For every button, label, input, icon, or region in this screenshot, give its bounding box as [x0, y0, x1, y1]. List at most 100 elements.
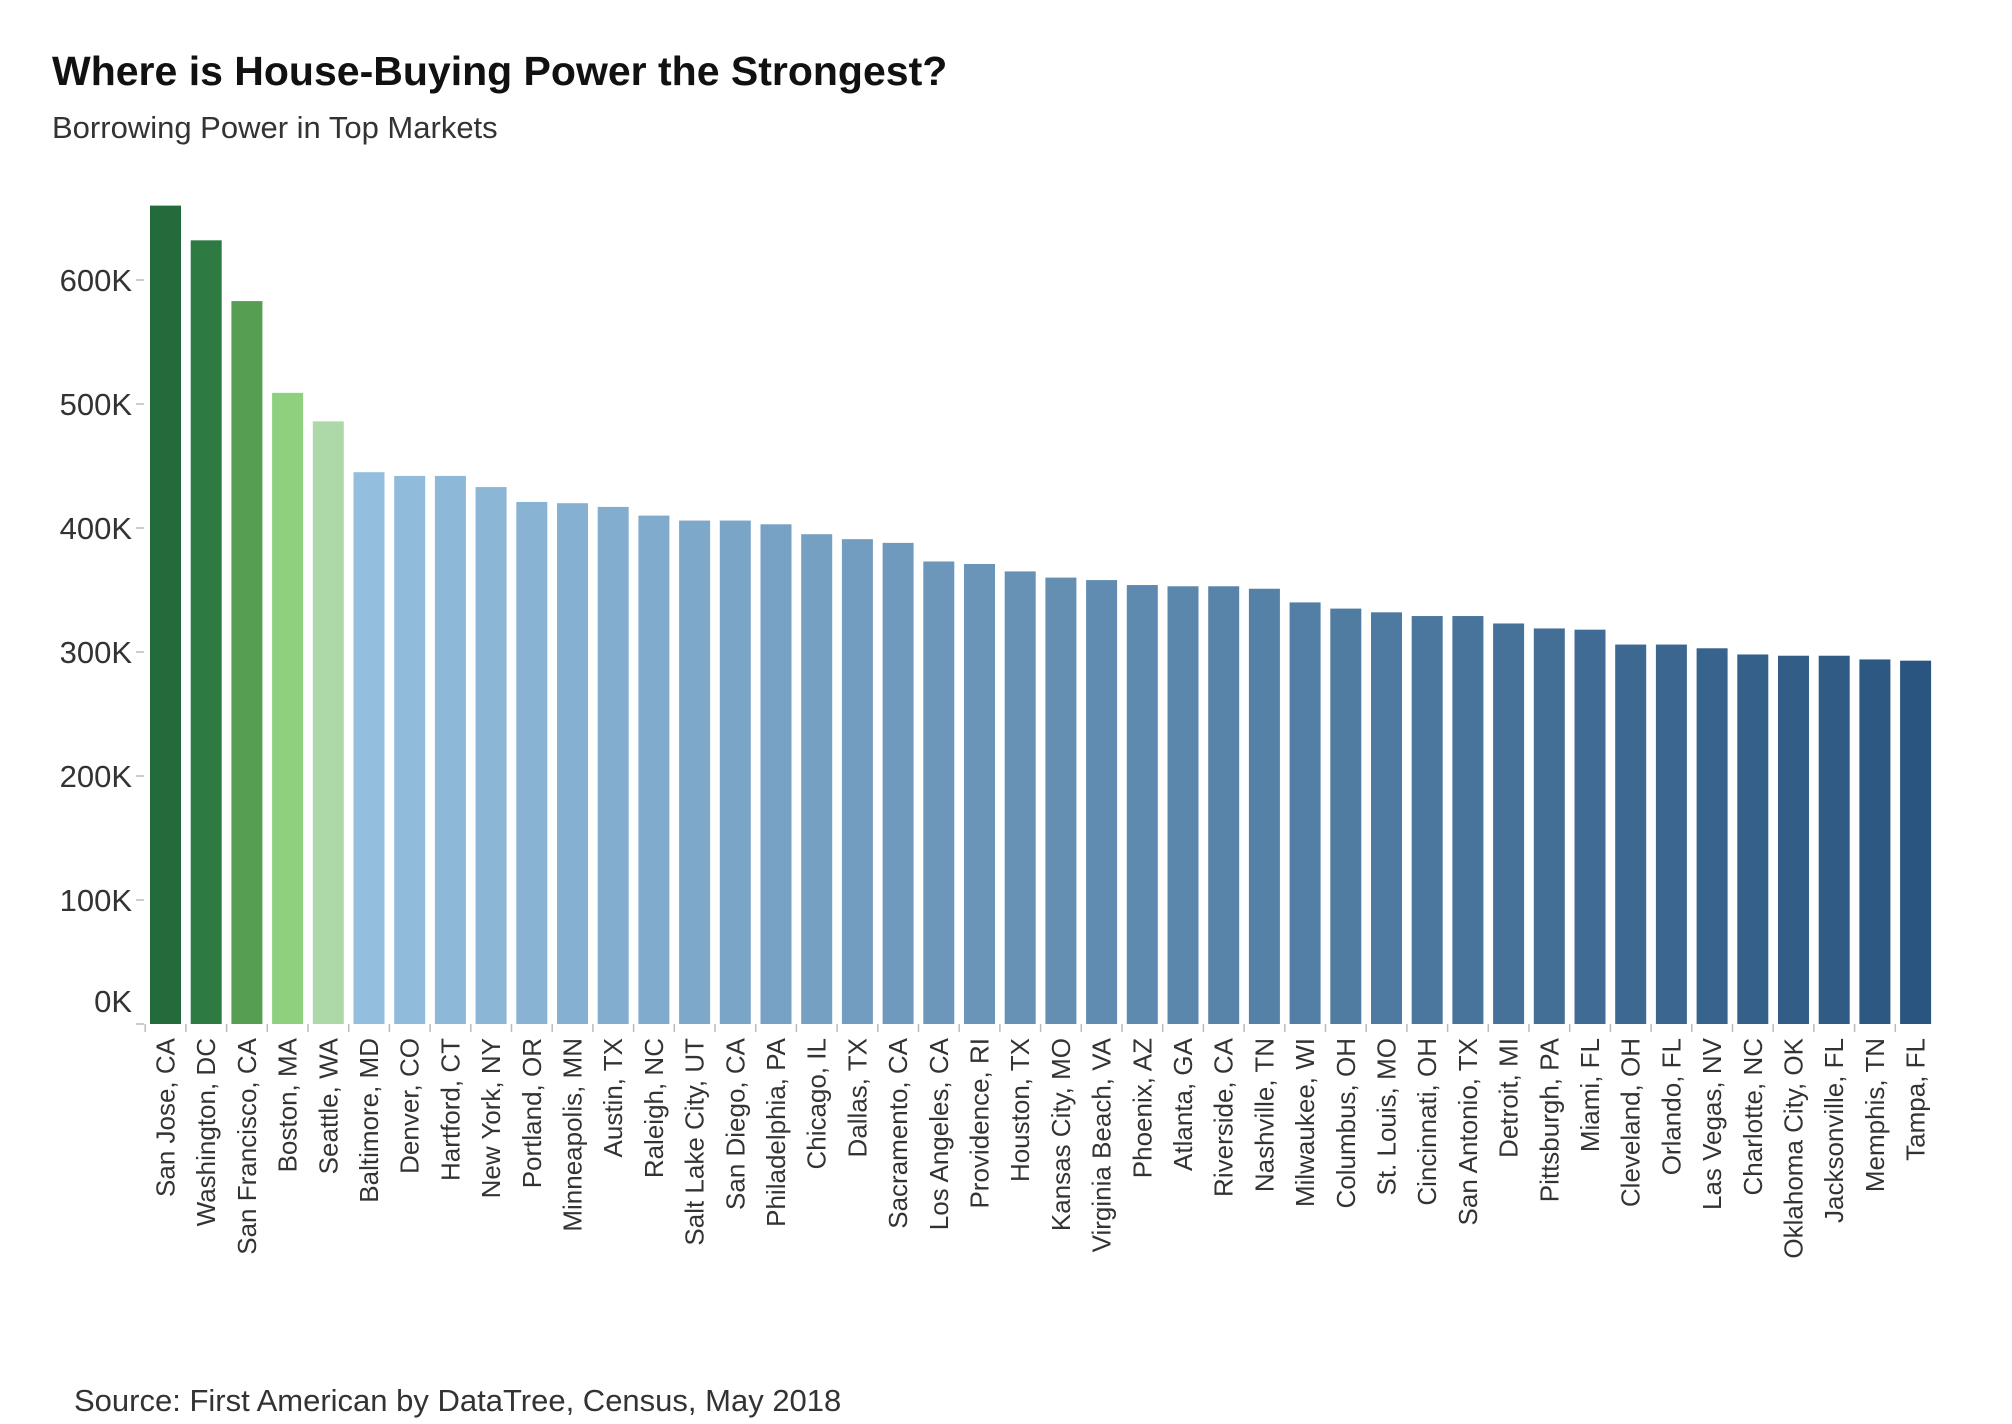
x-tick-label: Las Vegas, NV — [1697, 1037, 1727, 1210]
bar — [923, 561, 955, 1024]
y-tick-label: 0K — [94, 984, 132, 1019]
bar — [1167, 586, 1199, 1024]
x-tick-label: Cleveland, OH — [1616, 1038, 1646, 1207]
bar — [760, 524, 792, 1024]
x-tick-label: Nashville, TN — [1249, 1038, 1279, 1192]
bar — [394, 475, 426, 1024]
x-tick-label: Austin, TX — [598, 1038, 628, 1157]
x-tick-label: Kansas City, MO — [1046, 1038, 1076, 1231]
y-axis: 0K 100K 200K 300K 400K 500K 600K — [60, 263, 144, 1025]
x-tick-label: San Francisco, CA — [232, 1037, 262, 1254]
x-tick-label: Hartford, CT — [435, 1038, 465, 1181]
x-tick-label: Charlotte, NC — [1738, 1038, 1768, 1196]
bar — [841, 539, 873, 1024]
x-tick-label: Miami, FL — [1575, 1038, 1605, 1152]
bar — [882, 542, 914, 1024]
bar — [597, 506, 629, 1024]
bar — [1900, 660, 1932, 1024]
x-tick-label: Seattle, WA — [313, 1037, 343, 1174]
chart-subtitle: Borrowing Power in Top Markets — [52, 110, 498, 145]
bar — [1533, 628, 1565, 1024]
x-tick-label: Jacksonville, FL — [1819, 1038, 1849, 1223]
x-tick-label: Sacramento, CA — [883, 1037, 913, 1228]
bar — [638, 515, 670, 1024]
bar — [557, 503, 588, 1024]
x-tick-label: Atlanta, GA — [1168, 1037, 1198, 1171]
bar — [434, 475, 466, 1024]
bars — [150, 205, 1932, 1025]
x-tick-label: Columbus, OH — [1331, 1038, 1361, 1209]
bar — [1330, 608, 1362, 1024]
bar — [679, 520, 711, 1024]
x-tick-label: San Antonio, TX — [1453, 1038, 1483, 1225]
bar — [516, 501, 548, 1025]
x-tick-label: Providence, RI — [965, 1038, 995, 1209]
x-tick-label: Virginia Beach, VA — [1087, 1037, 1117, 1252]
x-tick-label: Baltimore, MD — [354, 1038, 384, 1203]
x-tick-label: Raleigh, NC — [639, 1038, 669, 1178]
source-note: Source: First American by DataTree, Cens… — [74, 1383, 841, 1418]
bar — [1371, 612, 1402, 1024]
bar — [1655, 644, 1687, 1024]
x-tick-label: San Jose, CA — [151, 1037, 181, 1197]
x-tick-label: Memphis, TN — [1860, 1038, 1890, 1192]
y-tick-label: 600K — [60, 263, 133, 298]
bar — [801, 534, 833, 1024]
bar — [272, 392, 304, 1025]
x-tick-label: Chicago, IL — [802, 1038, 832, 1170]
bar — [1208, 586, 1240, 1024]
x-tick-label: Portland, OR — [517, 1038, 547, 1188]
y-tick-label: 200K — [60, 759, 133, 794]
bar — [719, 520, 751, 1024]
bar — [1696, 648, 1728, 1024]
x-tick-label: Tampa, FL — [1901, 1038, 1931, 1161]
y-tick-label: 400K — [60, 511, 133, 546]
y-tick-label: 500K — [60, 387, 133, 422]
bar — [150, 205, 181, 1025]
bar — [1126, 585, 1158, 1024]
x-tick-label: Washington, DC — [191, 1038, 221, 1226]
bar — [964, 563, 995, 1024]
bar — [190, 240, 222, 1024]
bar — [1248, 588, 1280, 1024]
bar — [1574, 629, 1606, 1024]
x-tick-label: Detroit, MI — [1494, 1038, 1524, 1158]
bar — [1045, 577, 1077, 1024]
x-tick-label: Pittsburgh, PA — [1534, 1037, 1564, 1202]
y-tick-label: 100K — [60, 883, 133, 918]
x-tick-label: Boston, MA — [273, 1037, 303, 1172]
y-tick-label: 300K — [60, 635, 133, 670]
bar — [231, 301, 263, 1025]
bar — [1615, 644, 1647, 1024]
bar — [312, 421, 344, 1024]
bar — [1859, 659, 1891, 1024]
x-tick-label: Oklahoma City, OK — [1779, 1037, 1809, 1258]
x-tick-label: Phoenix, AZ — [1127, 1038, 1157, 1178]
x-tick-label: San Diego, CA — [720, 1037, 750, 1210]
x-tick-label: Riverside, CA — [1209, 1037, 1239, 1197]
x-tick-label: Milwaukee, WI — [1290, 1038, 1320, 1207]
x-axis: San Jose, CA Washington, DC San Francisco,… — [144, 1024, 1931, 1259]
x-tick-label: Salt Lake City, UT — [680, 1038, 710, 1246]
x-tick-label: Cincinnati, OH — [1412, 1038, 1442, 1206]
bar — [353, 472, 385, 1024]
bar — [1737, 654, 1769, 1024]
bar — [1086, 580, 1118, 1024]
chart-title: Where is House-Buying Power the Stronges… — [52, 48, 947, 94]
bar — [1452, 616, 1484, 1024]
x-tick-label: Denver, CO — [395, 1038, 425, 1174]
bar — [1818, 655, 1850, 1024]
x-tick-label: Minneapolis, MN — [558, 1038, 588, 1232]
x-tick-label: New York, NY — [476, 1038, 506, 1198]
x-tick-label: Philadelphia, PA — [761, 1037, 791, 1227]
bar — [1411, 616, 1443, 1024]
bar — [1493, 623, 1525, 1024]
x-tick-label: St. Louis, MO — [1372, 1038, 1402, 1196]
x-tick-label: Dallas, TX — [842, 1038, 872, 1157]
x-tick-label: Houston, TX — [1005, 1038, 1035, 1182]
x-tick-label: Los Angeles, CA — [924, 1037, 954, 1230]
bar — [475, 487, 507, 1025]
bar — [1778, 655, 1809, 1024]
bar — [1004, 571, 1036, 1024]
